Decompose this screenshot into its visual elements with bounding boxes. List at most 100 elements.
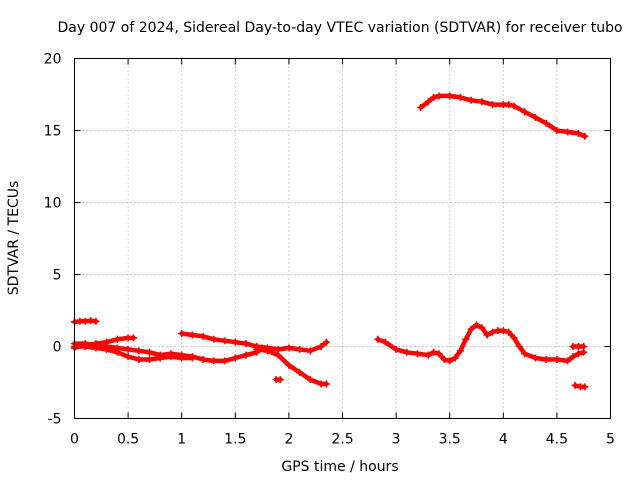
data-point (542, 119, 550, 127)
data-point (521, 108, 529, 116)
data-point (574, 129, 582, 137)
data-point (210, 357, 218, 365)
x-tick-label: 0.5 (117, 432, 139, 448)
data-point (424, 98, 432, 106)
x-tick-label: 0 (70, 432, 79, 448)
data-point (231, 338, 239, 346)
data-point (103, 343, 111, 350)
data-point (430, 93, 438, 101)
data-point (242, 340, 250, 348)
data-point (374, 335, 382, 343)
data-point (322, 380, 330, 388)
data-point (392, 345, 400, 353)
grid (74, 58, 611, 419)
y-tick-label: -5 (48, 412, 62, 428)
data-point (564, 128, 572, 136)
x-tick-label: 3.5 (439, 432, 461, 448)
data-point (467, 96, 475, 104)
data-point (188, 331, 196, 339)
data-point (467, 325, 475, 333)
data-point (435, 92, 443, 100)
y-axis-label: SDTVAR / TECUs (6, 181, 22, 296)
x-tick-label: 5 (606, 432, 615, 448)
data-point (81, 340, 89, 348)
data-point (199, 355, 207, 363)
data-point (424, 351, 432, 359)
data-point (296, 345, 304, 353)
data-point (553, 127, 561, 134)
x-tick-label: 2.5 (331, 432, 353, 448)
data-point (242, 351, 250, 359)
data-point (274, 351, 282, 359)
data-point (285, 361, 293, 369)
x-tick-label: 4 (499, 432, 508, 448)
data-point (221, 357, 229, 365)
data-point (263, 347, 271, 355)
data-point (231, 354, 239, 362)
data-point (553, 355, 561, 363)
series-line-prn-h (375, 322, 586, 364)
data-point (574, 350, 582, 358)
axis-ticks: 0 0.5 1 1.5 2 2.5 3 3.5 4 4.5 5 -5 0 5 10 15 20 (44, 52, 615, 448)
data-point (489, 328, 497, 336)
y-tick-label: 15 (44, 124, 62, 140)
data-point (542, 355, 550, 363)
data-point (253, 345, 261, 353)
data-point (414, 350, 422, 358)
data-point (124, 353, 132, 361)
data-point (167, 350, 175, 358)
data-point (510, 102, 518, 110)
data-point (296, 368, 304, 376)
data-point (199, 332, 207, 340)
data-point (92, 317, 100, 325)
data-point (129, 334, 137, 342)
data-point (489, 101, 497, 109)
data-point (146, 348, 154, 356)
data-point (178, 330, 186, 338)
data-point (92, 341, 100, 349)
data-point (417, 103, 425, 111)
data-point (135, 347, 143, 355)
data-point (188, 353, 196, 361)
data-point (571, 381, 579, 389)
data-point (430, 348, 438, 356)
data-point (531, 114, 539, 122)
data-point (113, 335, 121, 343)
data-point (456, 93, 464, 101)
data-point (276, 376, 284, 384)
data-point (306, 376, 314, 384)
x-tick-label: 1 (177, 432, 186, 448)
data-point (581, 132, 589, 140)
data-point (446, 92, 454, 100)
data-point (483, 331, 491, 339)
data-point (451, 354, 459, 362)
data-point (135, 355, 143, 363)
x-tick-label: 2 (284, 432, 293, 448)
data-point (221, 337, 229, 345)
data-point (521, 350, 529, 358)
data-point (124, 345, 132, 353)
x-tick-label: 4.5 (546, 432, 568, 448)
y-tick-label: 0 (53, 340, 62, 356)
x-tick-label: 3 (392, 432, 401, 448)
series-line-prn-f (254, 347, 329, 387)
data-point (462, 335, 470, 343)
data-point (322, 338, 330, 346)
data-point (515, 343, 523, 350)
data-point (531, 354, 539, 362)
data-point (156, 351, 164, 359)
data-point (440, 355, 448, 363)
data-point (505, 101, 513, 109)
data-point (178, 351, 186, 359)
y-tick-label: 5 (53, 268, 62, 284)
data-point (499, 327, 507, 335)
data-point (478, 324, 486, 332)
data-point (456, 347, 464, 355)
y-tick-label: 10 (44, 196, 62, 212)
data-point (403, 348, 411, 356)
plot-area (71, 92, 589, 391)
data-point (510, 334, 518, 342)
data-point (435, 350, 443, 358)
data-point (505, 328, 513, 336)
